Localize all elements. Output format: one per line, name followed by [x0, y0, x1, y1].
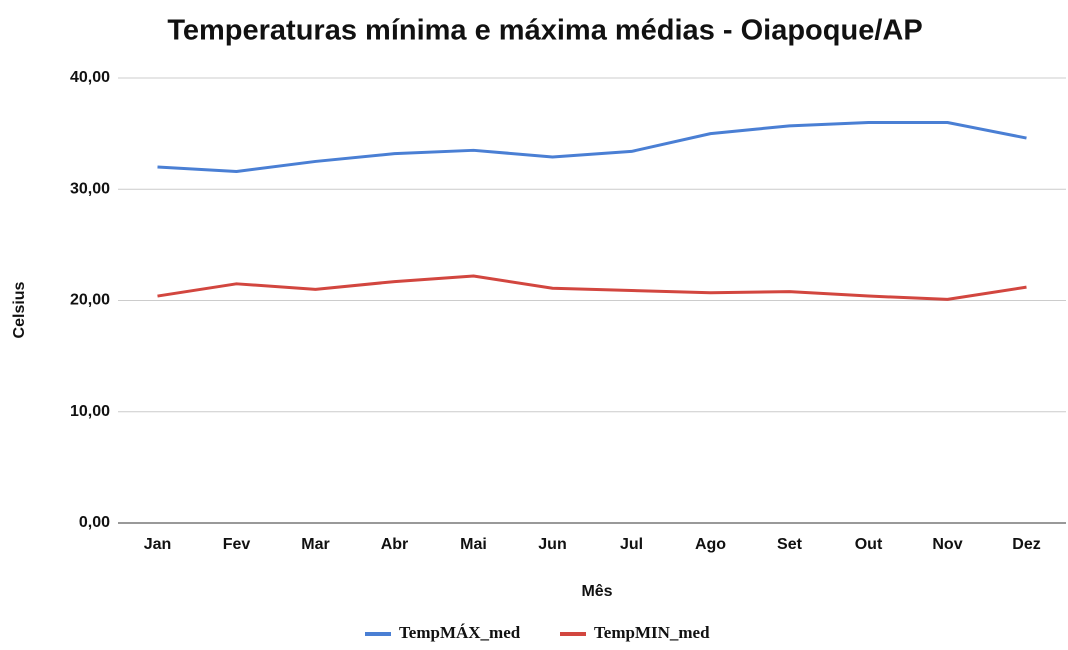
x-tick-label: Nov [932, 536, 962, 553]
x-axis-label: Mês [581, 583, 612, 600]
x-tick-label: Fev [223, 536, 251, 553]
legend-label: TempMÁX_med [399, 623, 521, 642]
x-tick-label: Out [855, 536, 883, 553]
x-tick-label: Mar [301, 536, 329, 553]
x-tick-label: Ago [695, 536, 726, 553]
line-series [157, 121, 1027, 173]
x-tick-label: Mai [460, 536, 487, 553]
x-tick-label: Jul [620, 536, 643, 553]
y-axis-label: Celsius [11, 281, 28, 338]
chart-title: Temperaturas mínima e máxima médias - Oi… [167, 15, 922, 47]
y-tick-label: 0,00 [79, 514, 110, 531]
x-tick-label: Abr [381, 536, 409, 553]
y-tick-label: 40,00 [70, 69, 110, 86]
x-tick-label: Jan [144, 536, 172, 553]
y-tick-label: 30,00 [70, 180, 110, 197]
y-tick-label: 20,00 [70, 292, 110, 309]
line-series [157, 274, 1027, 301]
x-tick-label: Jun [538, 536, 566, 553]
x-tick-label: Set [777, 536, 803, 553]
legend-label: TempMIN_med [594, 623, 710, 642]
x-tick-label: Dez [1012, 536, 1040, 553]
y-tick-label: 10,00 [70, 403, 110, 420]
